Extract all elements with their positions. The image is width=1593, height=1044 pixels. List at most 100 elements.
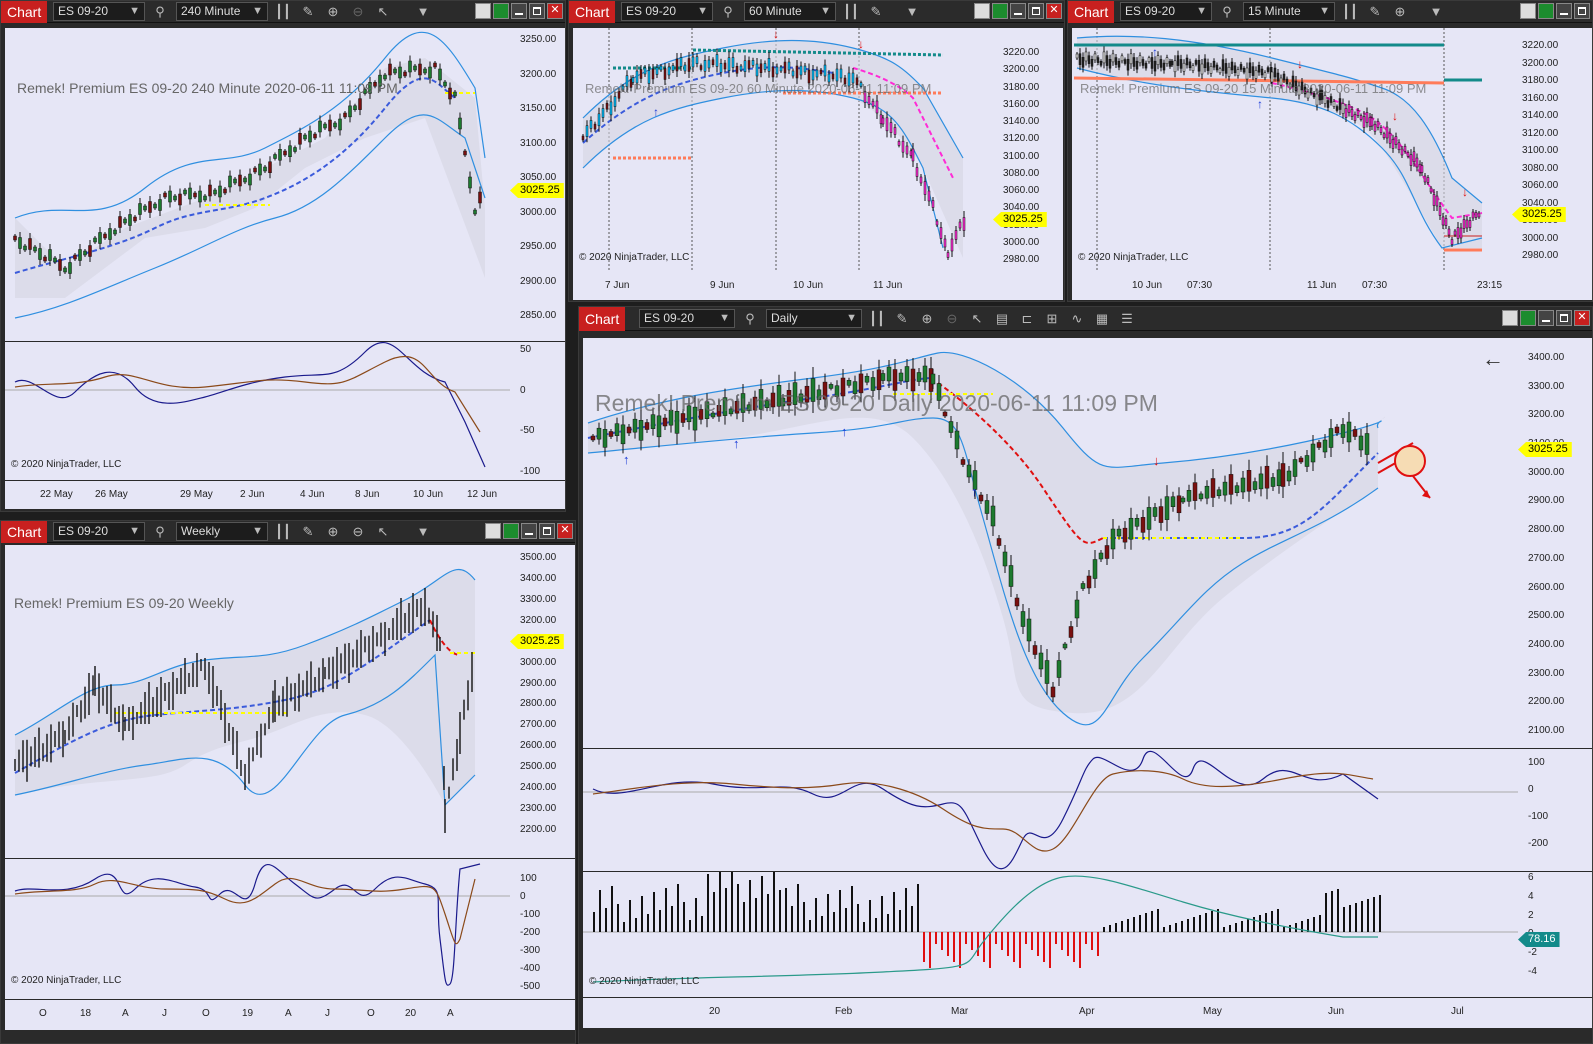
properties-icon[interactable]: ▤: [995, 310, 1009, 326]
close-button[interactable]: ✕: [557, 523, 573, 539]
green-link-button[interactable]: [1520, 310, 1536, 326]
interval-selector[interactable]: 60 Minute ▼: [744, 2, 836, 21]
oscillator-axis[interactable]: 100 0 -100 -200: [1518, 749, 1592, 871]
minimize-button[interactable]: [521, 523, 537, 539]
chevron-down-icon[interactable]: ▼: [1429, 3, 1443, 19]
interval-selector[interactable]: Daily ▼: [766, 309, 862, 328]
maximize-button[interactable]: [1574, 3, 1590, 19]
bar-style-icon[interactable]: ┃┃: [843, 3, 859, 19]
maximize-button[interactable]: [529, 3, 545, 19]
templates-icon[interactable]: ⊏: [1021, 310, 1033, 326]
instrument-selector[interactable]: ES 09-20 ▼: [1120, 2, 1212, 21]
list-icon[interactable]: ☰: [1121, 310, 1133, 326]
maximize-button[interactable]: [539, 523, 555, 539]
close-button[interactable]: ✕: [547, 3, 563, 19]
green-link-button[interactable]: [992, 3, 1008, 19]
search-icon[interactable]: ⚲: [745, 310, 755, 326]
instrument-selector[interactable]: ES 09-20 ▼: [53, 522, 145, 541]
zoom-out-icon[interactable]: ⊖: [352, 523, 364, 539]
minimize-button[interactable]: [1538, 310, 1554, 326]
zoom-in-icon[interactable]: ⊕: [327, 3, 339, 19]
link-button[interactable]: [475, 3, 491, 19]
time-axis[interactable]: 10 Jun 07:30 11 Jun 07:30 23:15: [1072, 272, 1592, 300]
green-link-button[interactable]: [503, 523, 519, 539]
time-axis[interactable]: O 18 A J O 19 A J O 20 A: [5, 1000, 575, 1030]
price-panel[interactable]: Remek! Premium ES 09-20 Weekly: [5, 545, 510, 858]
minimize-button[interactable]: [1010, 3, 1026, 19]
instrument-selector[interactable]: ES 09-20 ▼: [621, 2, 713, 21]
link-button[interactable]: [485, 523, 501, 539]
price-axis[interactable]: 3500.003400.003300.003200.003100.003000.…: [510, 545, 575, 858]
zoom-out-icon[interactable]: ⊖: [352, 3, 364, 19]
pencil-draw-icon[interactable]: ✎: [302, 523, 314, 539]
oscillator-axis[interactable]: 100 0 -100 -200 -300 -400 -500: [510, 859, 575, 999]
zoom-out-icon[interactable]: ⊖: [946, 310, 958, 326]
pencil-draw-icon[interactable]: ✎: [1369, 3, 1381, 19]
minimize-button[interactable]: [511, 3, 527, 19]
price-panel[interactable]: Remek! Premium ES 09-20 240 Minute 2020-…: [5, 28, 510, 341]
price-axis[interactable]: 3220.00 3200.00 3180.00 3160.00 3140.00 3120.…: [1512, 28, 1592, 272]
link-button[interactable]: [1520, 3, 1536, 19]
pointer-icon[interactable]: ↖: [971, 310, 983, 326]
time-axis[interactable]: 20 Feb Mar Apr May Jun Jul: [583, 998, 1592, 1028]
histogram-panel[interactable]: © 2020 NinjaTrader, LLC: [583, 872, 1518, 997]
price-axis[interactable]: 3220.00 3200.00 3180.00 3160.00 3140.00 3120.…: [993, 28, 1063, 272]
bar-style-icon[interactable]: ┃┃: [275, 523, 291, 539]
oscillator-panel[interactable]: © 2020 NinjaTrader, LLC: [5, 859, 510, 999]
pointer-icon[interactable]: ↖: [377, 523, 389, 539]
time-axis[interactable]: 22 May 26 May 29 May 2 Jun 4 Jun 8 Jun 10 Jun 1…: [5, 481, 565, 509]
time-axis[interactable]: 7 Jun 9 Jun 10 Jun 11 Jun: [573, 272, 1063, 300]
chart-menu-button[interactable]: Chart: [579, 307, 625, 331]
pencil-draw-icon[interactable]: ✎: [896, 310, 908, 326]
close-button[interactable]: ✕: [1574, 310, 1590, 326]
back-arrow-icon[interactable]: ←: [1482, 346, 1504, 371]
notes-icon[interactable]: ▦: [1095, 310, 1109, 326]
strategies-icon[interactable]: ∿: [1071, 310, 1083, 326]
zoom-in-icon[interactable]: ⊕: [327, 523, 339, 539]
maximize-button[interactable]: [1028, 3, 1044, 19]
oscillator-panel[interactable]: © 2020 NinjaTrader, LLC: [5, 342, 510, 480]
price-panel[interactable]: ↑ ↓ ↓ Remek! Premium ES 09-20 60 Minute …: [573, 28, 993, 272]
chart-title: Remek! Premium ES 09-20 Daily 2020-06-11…: [595, 390, 1158, 416]
price-axis[interactable]: 3400.003300.003200.003100.003000.002900.…: [1518, 338, 1592, 748]
maximize-button[interactable]: [1556, 310, 1572, 326]
chevron-down-icon[interactable]: ▼: [416, 523, 430, 539]
zoom-in-icon[interactable]: ⊕: [1394, 3, 1406, 19]
search-icon[interactable]: ⚲: [1222, 3, 1232, 19]
zoom-in-icon[interactable]: ⊕: [921, 310, 933, 326]
search-icon[interactable]: ⚲: [155, 523, 165, 539]
instrument-selector[interactable]: ES 09-20 ▼: [53, 2, 145, 21]
interval-selector[interactable]: 15 Minute ▼: [1243, 2, 1335, 21]
instrument-selector[interactable]: ES 09-20 ▼: [639, 309, 735, 328]
link-button[interactable]: [974, 3, 990, 19]
link-button[interactable]: [1502, 310, 1518, 326]
oscillator-panel[interactable]: [583, 749, 1518, 871]
close-button[interactable]: ✕: [1046, 3, 1062, 19]
bar-style-icon[interactable]: ┃┃: [1342, 3, 1358, 19]
chart-menu-button[interactable]: Chart: [1068, 1, 1114, 23]
interval-selector[interactable]: 240 Minute ▼: [176, 2, 268, 21]
price-panel[interactable]: ↑ ↑ ↓ ↓ ↓ Remek! Premium ES 09-20 15 Min…: [1072, 28, 1512, 272]
histogram-axis[interactable]: 6420-2-4 78.16: [1518, 872, 1592, 997]
pencil-draw-icon[interactable]: ✎: [870, 3, 882, 19]
price-plot-svg: ↑ ↑ ↓ ↓ ↓: [1073, 28, 1483, 272]
pencil-draw-icon[interactable]: ✎: [302, 3, 314, 19]
interval-selector[interactable]: Weekly ▼: [176, 522, 268, 541]
bar-style-icon[interactable]: ┃┃: [869, 310, 885, 326]
chevron-down-icon[interactable]: ▼: [416, 3, 430, 19]
indicators-icon[interactable]: ⊞: [1046, 310, 1058, 326]
green-link-button[interactable]: [493, 3, 509, 19]
chart-menu-button[interactable]: Chart: [569, 1, 615, 23]
search-icon[interactable]: ⚲: [723, 3, 733, 19]
price-axis[interactable]: 3250.00 3200.00 3150.00 3100.00 3050.00 3000.…: [510, 28, 565, 341]
green-link-button[interactable]: [1538, 3, 1554, 19]
chart-menu-button[interactable]: Chart: [1, 521, 47, 543]
oscillator-axis[interactable]: 50 0 -50 -100: [510, 342, 565, 480]
search-icon[interactable]: ⚲: [155, 3, 165, 19]
price-panel[interactable]: ↑ ↑ ↑ ↑ ↓ Remek! Premium ES 09-20 Daily …: [583, 338, 1518, 748]
minimize-button[interactable]: [1556, 3, 1572, 19]
chart-menu-button[interactable]: Chart: [1, 1, 47, 23]
chevron-down-icon[interactable]: ▼: [905, 3, 919, 19]
pointer-icon[interactable]: ↖: [377, 3, 389, 19]
bar-style-icon[interactable]: ┃┃: [275, 3, 291, 19]
